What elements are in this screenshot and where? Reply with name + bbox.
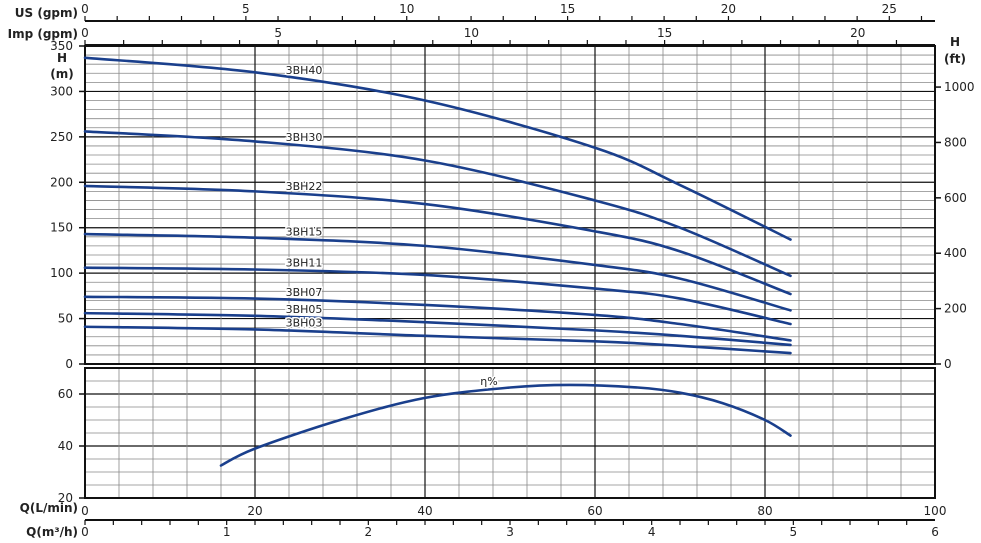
curve-label-3bh03: 3BH03: [286, 317, 323, 330]
secondary-axis-tick-label: 0: [81, 525, 89, 539]
ft-tick-label: 1000: [944, 80, 975, 94]
curve-3bh03: [83, 325, 792, 355]
secondary-axis-tick-label: 15: [657, 26, 672, 40]
eff-tick-label: 60: [58, 387, 73, 401]
curve-efficiency: [219, 383, 792, 467]
y-tick-label: 250: [50, 130, 73, 144]
secondary-axis-tick-label: 10: [464, 26, 479, 40]
y-tick-label: 0: [65, 357, 73, 371]
secondary-axis-tick-label: 4: [648, 525, 656, 539]
x-tick-label: 0: [81, 504, 89, 518]
secondary-axis-tick-label: 3: [506, 525, 514, 539]
x-tick-label: 60: [587, 504, 602, 518]
y-tick-label: 300: [50, 84, 73, 98]
secondary-axis-tick-label: 6: [931, 525, 939, 539]
curve-3bh05: [83, 311, 792, 347]
curve-label-3bh40: 3BH40: [286, 64, 323, 77]
curve-label-3bh15: 3BH15: [286, 225, 323, 238]
ft-tick-label: 400: [944, 246, 967, 260]
curves: [83, 56, 792, 467]
secondary-axis-label: Imp (gpm): [8, 27, 78, 41]
y-tick-label: 150: [50, 221, 73, 235]
axes: 050100150200250300350H(m)204060020040060…: [8, 2, 975, 539]
secondary-axis-tick-label: 0: [81, 26, 89, 40]
curve-label-3bh05: 3BH05: [286, 303, 323, 316]
top-panel-frame: [84, 45, 936, 365]
curve-label-3bh07: 3BH07: [286, 286, 323, 299]
curve-label-3bh11: 3BH11: [286, 257, 323, 270]
labels: 3BH40 3BH30 3BH22 3BH15 3BH11 3BH07 3BH053BH03…: [284, 62, 499, 389]
ft-tick-label: 200: [944, 302, 967, 316]
x-tick-label: 80: [757, 504, 772, 518]
x-tick-label: 40: [417, 504, 432, 518]
ft-tick-label: 600: [944, 191, 967, 205]
grid: [84, 45, 936, 499]
curve-3bh07: [83, 295, 792, 342]
secondary-axis-tick-label: 15: [560, 2, 575, 16]
x-tick-label: 20: [247, 504, 262, 518]
y-tick-label: 100: [50, 266, 73, 280]
y-tick-label: 200: [50, 175, 73, 189]
eff-tick-label: 20: [58, 491, 73, 505]
secondary-axis-label: Q(m³/h): [26, 525, 78, 539]
efficiency-label: η%: [480, 375, 497, 388]
y-tick-label: 350: [50, 39, 73, 53]
secondary-axis-tick-label: 5: [242, 2, 250, 16]
ft-axis-unit: (ft): [944, 52, 966, 66]
secondary-axis-tick-label: 2: [365, 525, 373, 539]
x-tick-label: 100: [924, 504, 947, 518]
y-tick-label: 50: [58, 312, 73, 326]
curve-3bh30: [83, 130, 792, 278]
secondary-axis-tick-label: 5: [790, 525, 798, 539]
curve-label-3bh30: 3BH30: [286, 131, 323, 144]
x-axis-label: Q(L/min): [20, 501, 78, 515]
eff-tick-label: 40: [58, 439, 73, 453]
secondary-axis-tick-label: 10: [399, 2, 414, 16]
bottom-panel-frame: [84, 367, 936, 499]
curve-3bh15: [83, 232, 792, 312]
curve-3bh22: [83, 184, 792, 296]
secondary-axis-tick-label: 20: [850, 26, 865, 40]
ft-tick-label: 800: [944, 135, 967, 149]
secondary-axis-tick-label: 5: [274, 26, 282, 40]
secondary-axis-label: US (gpm): [15, 6, 78, 20]
curve-3bh11: [83, 266, 792, 326]
ft-tick-label: 0: [944, 357, 952, 371]
secondary-axis-tick-label: 1: [223, 525, 231, 539]
y-axis-label: H: [57, 51, 67, 65]
y-axis-unit: (m): [50, 67, 73, 81]
ft-axis-label: H: [950, 35, 960, 49]
curve-3bh40: [83, 56, 792, 241]
secondary-axis-tick-label: 25: [882, 2, 897, 16]
curve-label-3bh22: 3BH22: [286, 180, 323, 193]
secondary-axis-tick-label: 20: [721, 2, 736, 16]
secondary-axis-tick-label: 0: [81, 2, 89, 16]
